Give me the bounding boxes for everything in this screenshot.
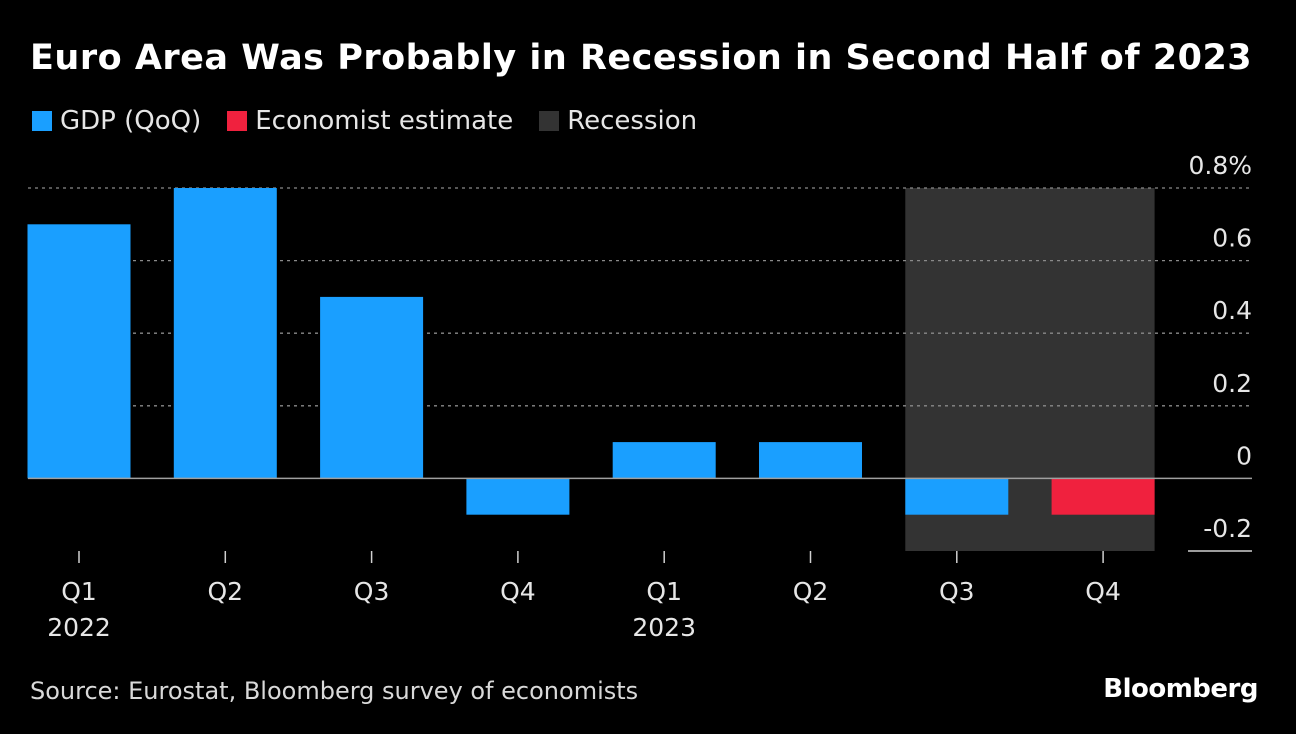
legend-label-recession: Recession (567, 106, 698, 136)
legend-item-recession: Recession (539, 106, 697, 136)
y-tick-label: 0.4 (1212, 296, 1252, 325)
bar (320, 296, 424, 479)
chart-title: Euro Area Was Probably in Recession in S… (30, 38, 1253, 78)
bar (905, 478, 1009, 515)
x-tick-label: Q1 (646, 577, 682, 606)
bar (466, 478, 570, 515)
y-tick-label: 0.6 (1212, 224, 1252, 253)
y-tick-label: -0.2 (1203, 514, 1252, 543)
y-tick-label: 0.2 (1212, 369, 1252, 398)
legend: GDP (QoQ) Economist estimate Recession (32, 106, 723, 136)
bar (612, 442, 716, 479)
x-tick-label: Q4 (1085, 577, 1121, 606)
legend-swatch-estimate (227, 111, 248, 131)
legend-label-estimate: Economist estimate (255, 106, 514, 136)
x-tick-label: Q3 (939, 577, 975, 606)
x-tick-label: Q1 (61, 577, 97, 606)
legend-swatch-gdp (32, 111, 52, 131)
bar (1051, 478, 1155, 515)
bar (759, 442, 862, 479)
source-note: Source: Eurostat, Bloomberg survey of ec… (30, 677, 639, 705)
y-tick-label: 0.8% (1188, 151, 1252, 180)
legend-swatch-recession (539, 111, 560, 131)
y-tick-label: 0 (1236, 441, 1252, 470)
bloomberg-logo: Bloomberg (1103, 674, 1258, 704)
legend-item-estimate: Economist estimate (227, 106, 513, 136)
x-tick-label: Q4 (500, 577, 536, 606)
bar (27, 224, 131, 479)
legend-item-gdp: GDP (QoQ) (32, 106, 201, 136)
x-year-label: 2023 (632, 613, 696, 642)
x-tick-label: Q3 (354, 577, 390, 606)
x-tick-label: Q2 (208, 577, 244, 606)
bar (173, 188, 277, 479)
x-tick-label: Q2 (793, 577, 829, 606)
x-year-label: 2022 (47, 613, 111, 642)
legend-label-gdp: GDP (QoQ) (60, 106, 202, 136)
